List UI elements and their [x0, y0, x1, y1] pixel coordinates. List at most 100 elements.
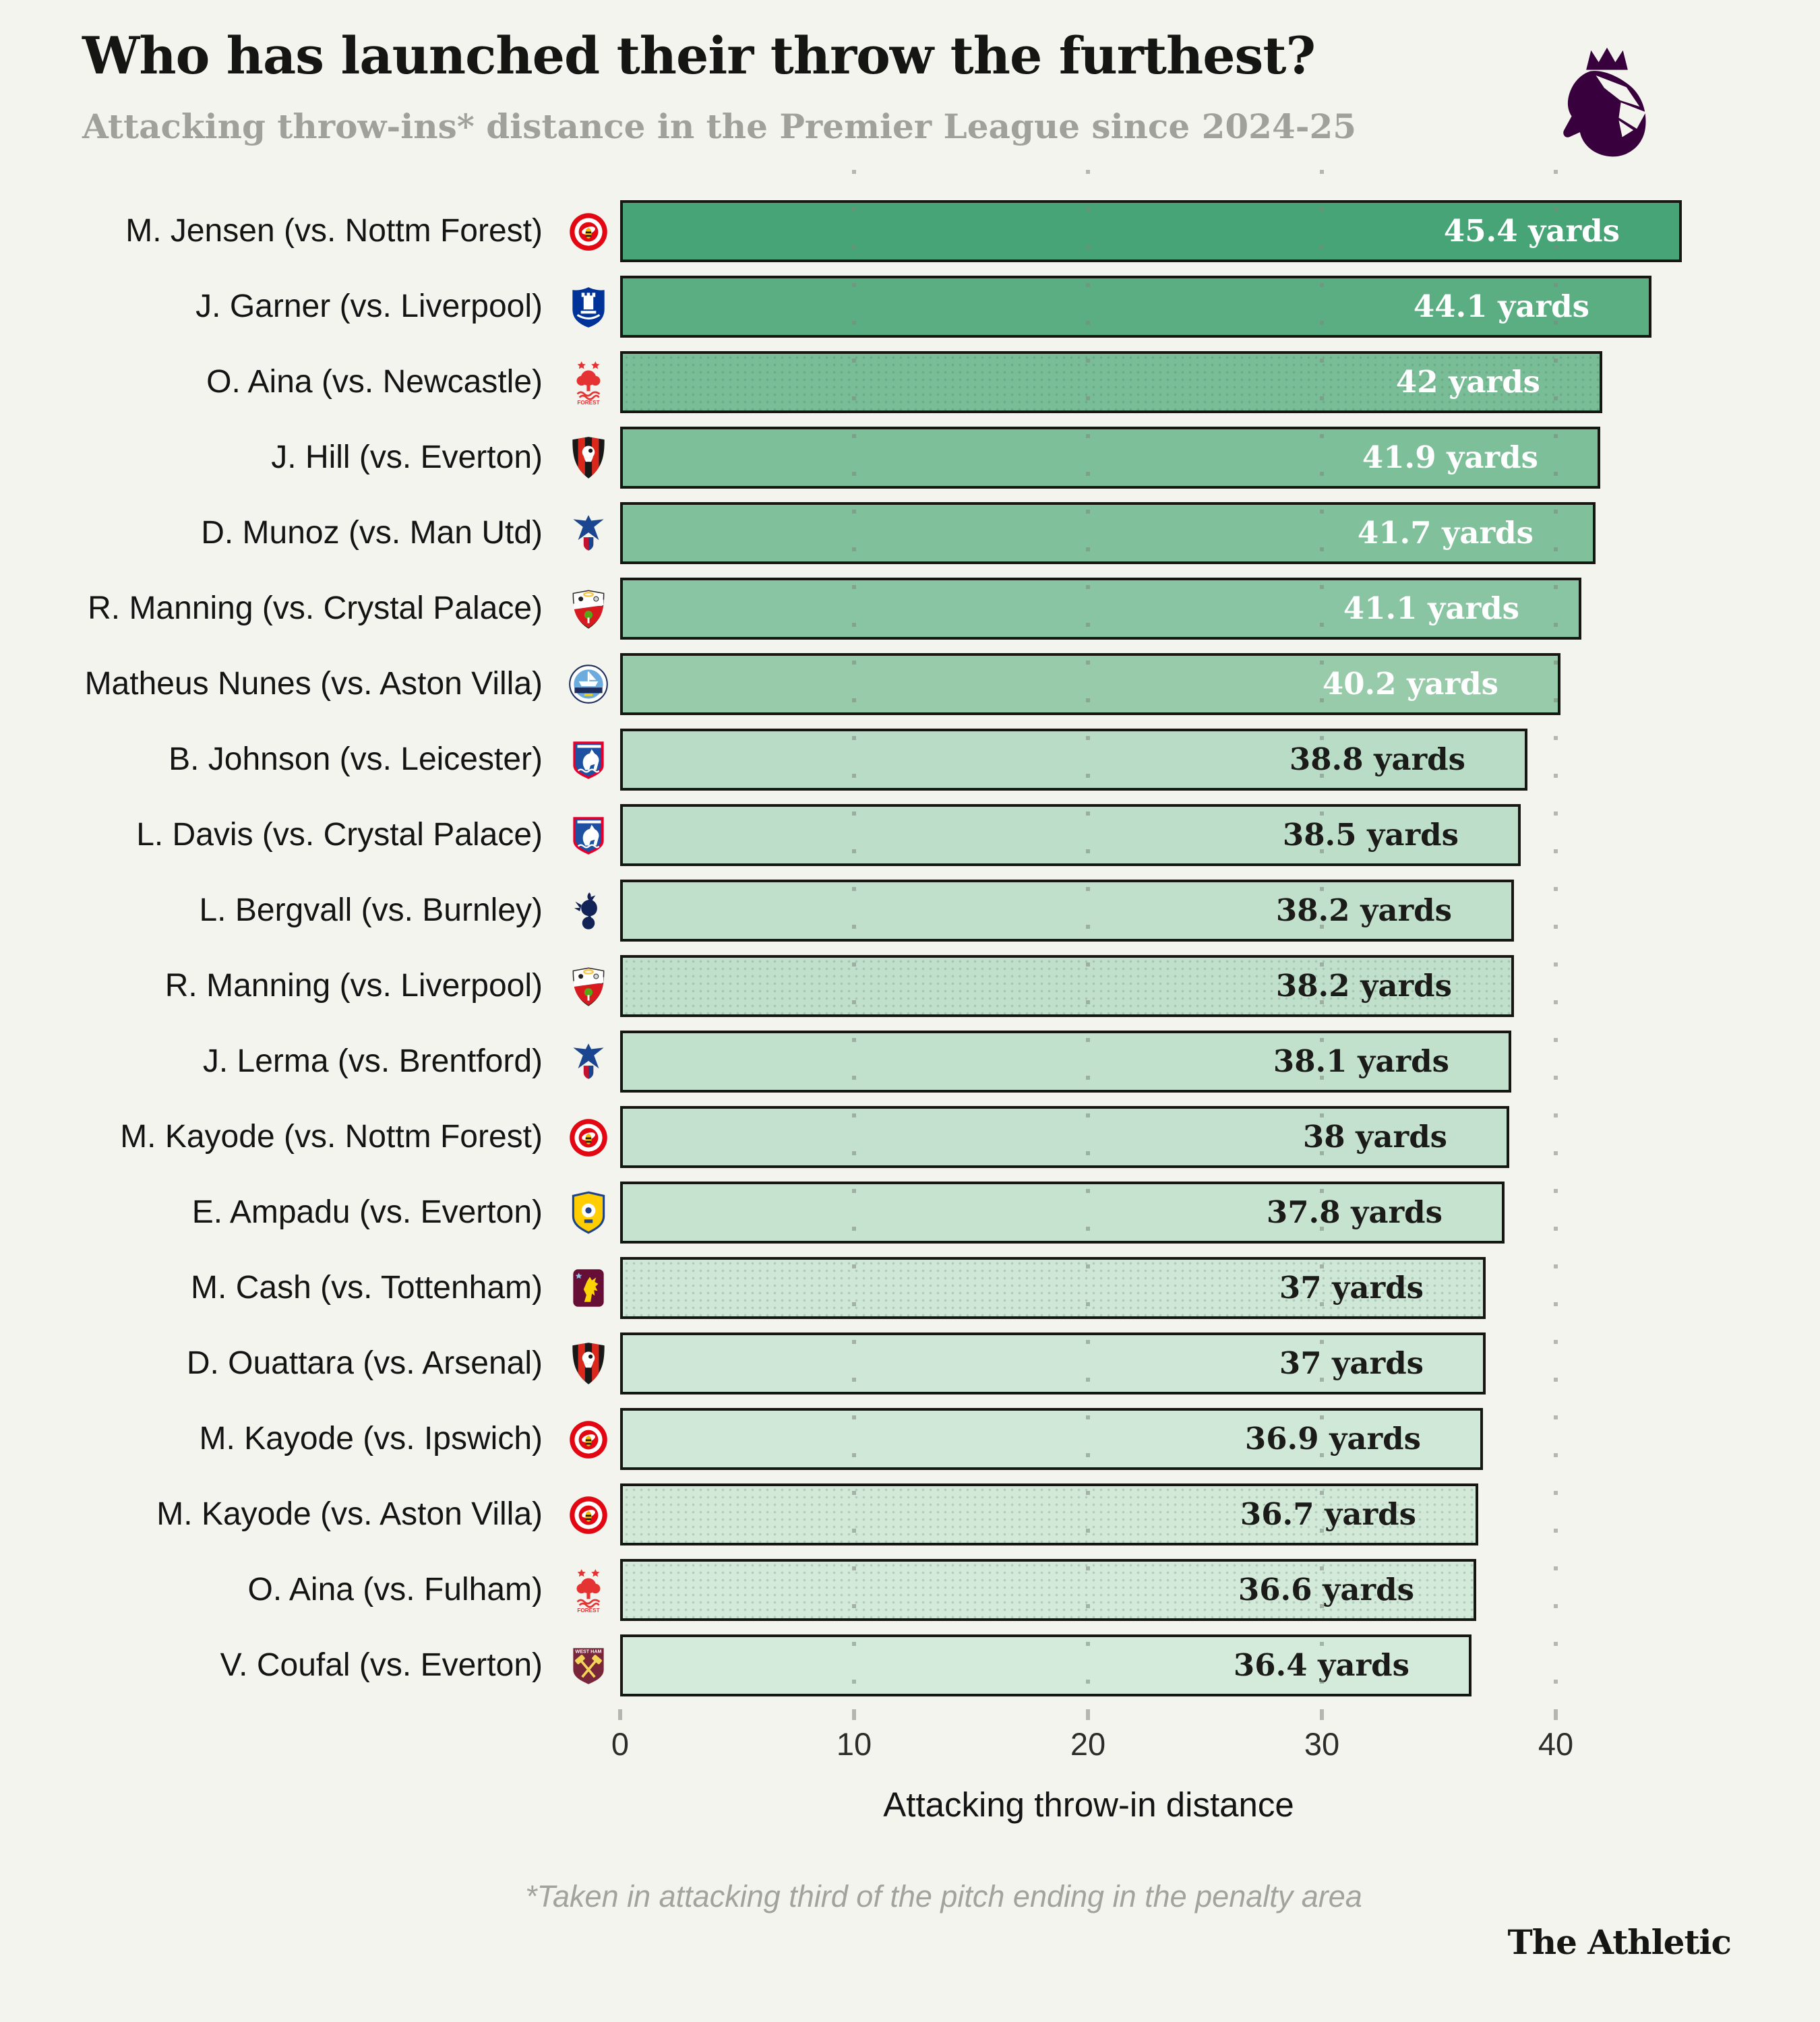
tick-mark-0 [618, 1709, 622, 1720]
player-label: M. Kayode (vs. Nottm Forest) [120, 1119, 543, 1155]
value-label: 45.4 yards [1443, 213, 1620, 249]
player-label: E. Ampadu (vs. Everton) [191, 1194, 543, 1230]
everton-badge-icon [568, 283, 609, 330]
chart-row: M. Cash (vs. Tottenham) 37 yards [0, 1257, 1820, 1319]
chart-row: M. Kayode (vs. Aston Villa) 36.7 yards [0, 1483, 1820, 1545]
value-label: 38.5 yards [1282, 817, 1459, 853]
the-athletic-wordmark: The Athletic [1507, 1922, 1732, 1962]
value-label: 38 yards [1302, 1119, 1447, 1155]
chart-row: Matheus Nunes (vs. Aston Villa) 40.2 yard… [0, 653, 1820, 715]
chart-row: J. Hill (vs. Everton) 41.9 yards [0, 427, 1820, 489]
page-subtitle: Attacking throw-ins* distance in the Pre… [82, 106, 1357, 146]
chart-row: J. Lerma (vs. Brentford) 38.1 yards [0, 1031, 1820, 1093]
chart-row: E. Ampadu (vs. Everton) 37.8 yards [0, 1182, 1820, 1244]
value-bar: 41.1 yards [620, 578, 1581, 640]
value-label: 37 yards [1279, 1270, 1424, 1306]
value-bar: 38.2 yards [620, 955, 1514, 1017]
player-label: Matheus Nunes (vs. Aston Villa) [84, 666, 543, 702]
chart-row: L. Davis (vs. Crystal Palace) 38.5 yards [0, 804, 1820, 866]
crystal-palace-badge-icon [568, 510, 609, 557]
value-bar: 38 yards [620, 1106, 1509, 1168]
chart-row: O. Aina (vs. Newcastle) FOREST 42 yards [0, 351, 1820, 413]
tick-label-0: 0 [611, 1726, 630, 1762]
value-label: 40.2 yards [1322, 666, 1498, 702]
value-bar: 36.6 yards [620, 1559, 1476, 1621]
tick-mark-40 [1554, 1709, 1558, 1720]
brentford-badge-icon [568, 208, 609, 255]
player-label: O. Aina (vs. Newcastle) [206, 364, 543, 400]
chart-row: M. Kayode (vs. Nottm Forest) 38 yards [0, 1106, 1820, 1168]
value-label: 37.8 yards [1266, 1194, 1443, 1230]
value-bar: 38.1 yards [620, 1031, 1511, 1093]
tick-mark-10 [852, 1709, 856, 1720]
value-bar: 38.2 yards [620, 880, 1514, 942]
player-label: B. Johnson (vs. Leicester) [169, 741, 543, 777]
tick-label-10: 10 [836, 1726, 872, 1762]
player-label: M. Kayode (vs. Ipswich) [199, 1421, 543, 1457]
player-label: L. Bergvall (vs. Burnley) [199, 892, 543, 928]
svg-text:FOREST: FOREST [577, 400, 599, 406]
southampton-badge-icon [568, 962, 609, 1010]
tick-mark-30 [1320, 1709, 1324, 1720]
value-label: 41.7 yards [1357, 515, 1534, 551]
aston-villa-badge-icon [568, 1264, 609, 1312]
value-bar: 42 yards [620, 351, 1602, 413]
value-bar: 41.9 yards [620, 427, 1600, 489]
crystal-palace-badge-icon [568, 1038, 609, 1085]
premier-league-logo-icon [1563, 47, 1646, 157]
chart-row: D. Ouattara (vs. Arsenal) 37 yards [0, 1332, 1820, 1395]
value-label: 37 yards [1279, 1345, 1424, 1381]
player-label: V. Coufal (vs. Everton) [220, 1647, 543, 1683]
brentford-badge-icon [568, 1113, 609, 1161]
player-label: O. Aina (vs. Fulham) [247, 1572, 543, 1607]
player-label: J. Lerma (vs. Brentford) [202, 1043, 543, 1079]
brentford-badge-icon [568, 1491, 609, 1538]
tick-mark-20 [1086, 1709, 1090, 1720]
value-bar: 37 yards [620, 1257, 1486, 1319]
player-label: M. Jensen (vs. Nottm Forest) [125, 213, 543, 249]
southampton-badge-icon [568, 585, 609, 632]
chart-row: V. Coufal (vs. Everton) WEST HAM 36.4 yard… [0, 1634, 1820, 1696]
value-label: 41.1 yards [1343, 590, 1519, 626]
x-axis-label: Attacking throw-in distance [883, 1785, 1294, 1824]
ipswich-badge-icon [568, 811, 609, 859]
value-bar: 40.2 yards [620, 653, 1560, 715]
value-label: 36.6 yards [1238, 1572, 1414, 1607]
chart-row: M. Kayode (vs. Ipswich) 36.9 yards [0, 1408, 1820, 1470]
value-bar: 38.8 yards [620, 729, 1527, 791]
value-bar: 36.9 yards [620, 1408, 1483, 1470]
player-label: R. Manning (vs. Liverpool) [164, 968, 543, 1004]
brentford-badge-icon [568, 1415, 609, 1463]
value-label: 36.9 yards [1244, 1421, 1421, 1457]
man-city-badge-icon [568, 661, 609, 708]
tick-label-40: 40 [1538, 1726, 1574, 1762]
value-bar: 36.4 yards [620, 1634, 1472, 1696]
value-label: 38.1 yards [1273, 1043, 1449, 1079]
value-label: 36.4 yards [1233, 1647, 1409, 1683]
player-label: M. Kayode (vs. Aston Villa) [156, 1496, 543, 1532]
page-title: Who has launched their throw the furthes… [82, 26, 1316, 86]
player-label: M. Cash (vs. Tottenham) [191, 1270, 543, 1306]
chart-row: J. Garner (vs. Liverpool) 44.1 yards [0, 276, 1820, 338]
value-label: 38.2 yards [1275, 892, 1452, 928]
value-bar: 44.1 yards [620, 276, 1651, 338]
value-bar: 37.8 yards [620, 1182, 1505, 1244]
player-label: D. Munoz (vs. Man Utd) [201, 515, 543, 551]
bournemouth-badge-icon [568, 434, 609, 481]
bournemouth-badge-icon [568, 1340, 609, 1387]
footnote: *Taken in attacking third of the pitch e… [525, 1879, 1362, 1913]
chart-row: D. Munoz (vs. Man Utd) 41.7 yards [0, 502, 1820, 564]
player-label: L. Davis (vs. Crystal Palace) [136, 817, 543, 853]
player-label: J. Hill (vs. Everton) [271, 439, 543, 475]
chart-row: O. Aina (vs. Fulham) FOREST 36.6 yards [0, 1559, 1820, 1621]
value-label: 38.2 yards [1275, 968, 1452, 1004]
player-label: J. Garner (vs. Liverpool) [195, 288, 543, 324]
west-ham-badge-icon: WEST HAM [568, 1642, 609, 1689]
ipswich-badge-icon [568, 736, 609, 783]
value-bar: 38.5 yards [620, 804, 1521, 866]
value-bar: 45.4 yards [620, 200, 1682, 262]
tick-label-30: 30 [1304, 1726, 1340, 1762]
svg-text:WEST HAM: WEST HAM [575, 1648, 601, 1654]
